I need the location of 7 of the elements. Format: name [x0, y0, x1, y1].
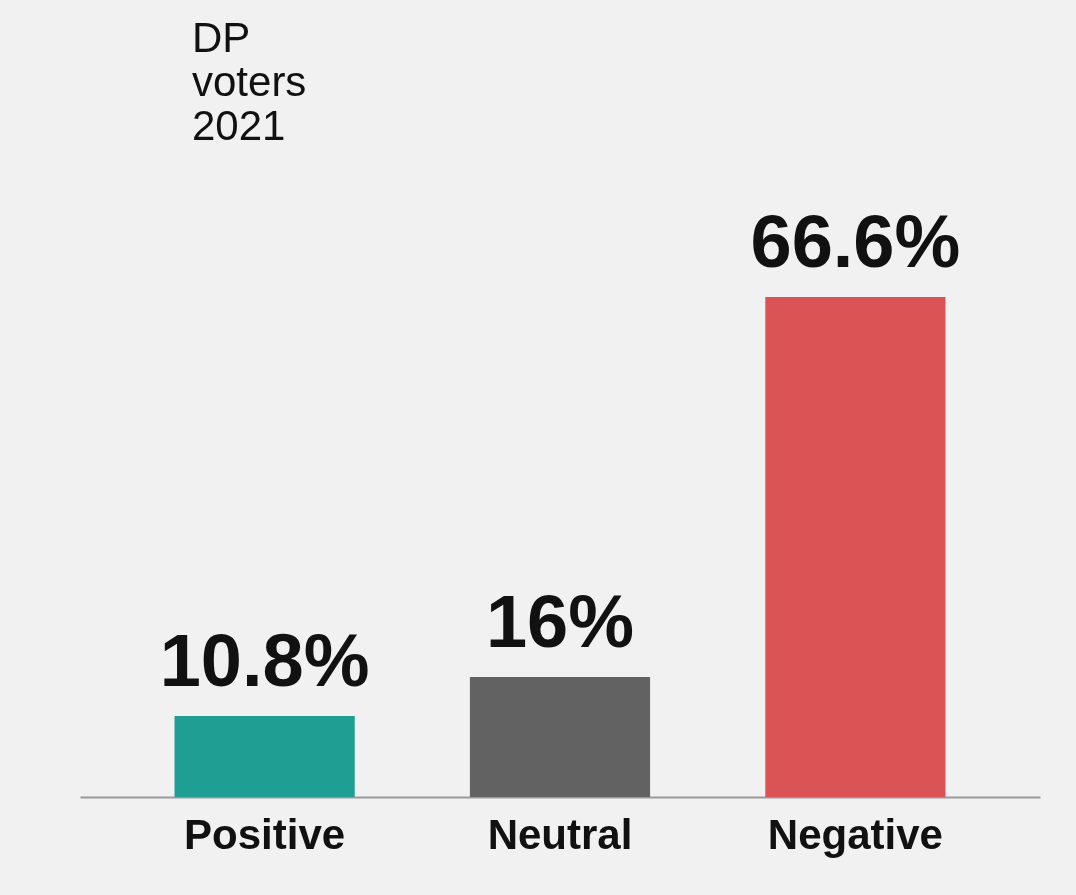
chart-title: DP voters 2021: [192, 14, 307, 149]
x-tick-label: Negative: [767, 810, 943, 858]
data-label: 10.8%: [159, 618, 370, 702]
x-tick-label: Positive: [184, 810, 346, 858]
data-label: 16%: [485, 579, 635, 663]
data-label: 66.6%: [750, 200, 961, 283]
x-tick-label: Neutral: [487, 810, 633, 858]
